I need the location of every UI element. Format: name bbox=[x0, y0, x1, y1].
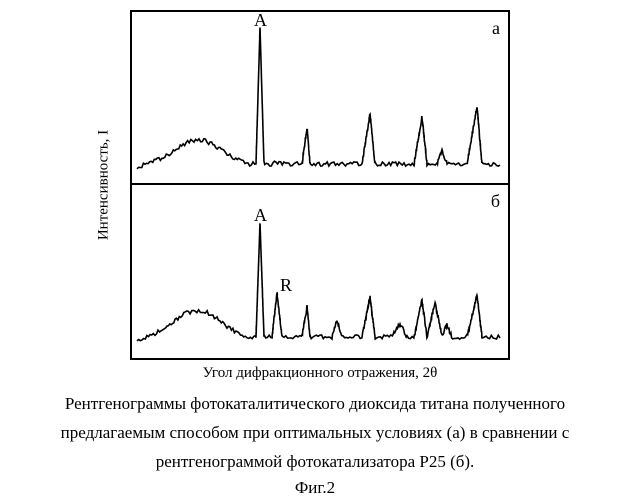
xrd-figure: Интенсивность, I Угол дифракционного отр… bbox=[130, 10, 510, 360]
peak-label-R-b: R bbox=[280, 275, 292, 296]
peak-label-A-a: A bbox=[254, 10, 267, 31]
panel-a-label: а bbox=[492, 18, 500, 39]
peak-label-A-b: A bbox=[254, 205, 267, 226]
figure-number: Фиг.2 bbox=[0, 478, 630, 498]
y-axis-label: Интенсивность, I bbox=[96, 130, 113, 240]
panel-b: б A R bbox=[130, 185, 510, 360]
xrd-trace-a bbox=[132, 12, 508, 183]
caption-line2: предлагаемым способом при оптимальных ус… bbox=[61, 423, 570, 442]
figure-caption: Рентгенограммы фотокаталитического диокс… bbox=[0, 390, 630, 477]
caption-line3: рентгенограммой фотокатализатора P25 (б)… bbox=[156, 452, 475, 471]
panel-a: а A bbox=[130, 10, 510, 185]
xrd-trace-b bbox=[132, 185, 508, 356]
caption-line1: Рентгенограммы фотокаталитического диокс… bbox=[65, 394, 565, 413]
x-axis-label: Угол дифракционного отражения, 2θ bbox=[203, 365, 438, 382]
panel-b-label: б bbox=[491, 191, 500, 212]
